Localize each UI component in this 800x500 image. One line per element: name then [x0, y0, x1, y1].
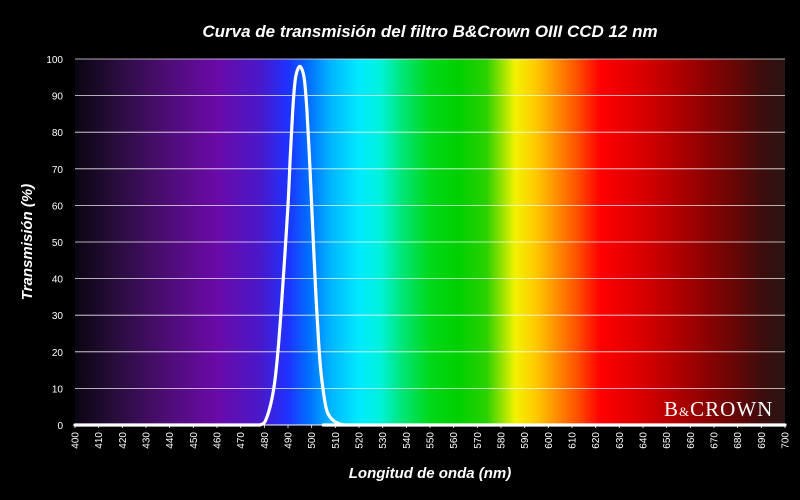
y-tick-10: 10 — [52, 384, 64, 395]
x-tick-570: 570 — [473, 432, 484, 449]
x-tick-530: 530 — [378, 432, 389, 449]
x-tick-550: 550 — [426, 432, 437, 449]
x-tick-440: 440 — [165, 432, 176, 449]
x-axis-label: Longitud de onda (nm) — [349, 465, 511, 482]
x-tick-480: 480 — [260, 432, 271, 449]
gridlines — [75, 58, 785, 389]
y-tick-20: 20 — [52, 348, 64, 359]
x-tick-500: 500 — [307, 432, 318, 449]
series-line-0 — [73, 64, 787, 427]
y-tick-100: 100 — [46, 55, 63, 66]
x-tick-510: 510 — [331, 432, 342, 449]
x-tick-450: 450 — [189, 432, 200, 449]
x-tick-540: 540 — [402, 432, 413, 449]
x-tick-430: 430 — [142, 432, 153, 449]
x-tick-490: 490 — [284, 432, 295, 449]
x-tick-460: 460 — [213, 432, 224, 449]
x-tick-690: 690 — [757, 432, 768, 449]
x-tick-labels: 400 410 420 430 440 450 460 470 480 490 500 510 520 5… — [71, 425, 792, 449]
x-tick-680: 680 — [733, 432, 744, 449]
x-tick-620: 620 — [591, 432, 602, 449]
x-tick-670: 670 — [710, 432, 721, 449]
logo-name: CROWN — [690, 397, 773, 421]
y-tick-90: 90 — [52, 92, 64, 103]
y-tick-40: 40 — [52, 275, 64, 286]
x-tick-580: 580 — [497, 432, 508, 449]
brand-logo: B&CROWN — [664, 397, 773, 421]
y-tick-60: 60 — [52, 201, 64, 212]
y-axis-label: Transmisión (%) — [19, 184, 36, 300]
x-tick-560: 560 — [449, 432, 460, 449]
y-tick-50: 50 — [52, 238, 64, 249]
x-tick-660: 660 — [686, 432, 697, 449]
logo-letter-b: B — [664, 397, 679, 421]
x-tick-410: 410 — [94, 432, 105, 449]
x-tick-600: 600 — [544, 432, 555, 449]
x-tick-650: 650 — [662, 432, 673, 449]
y-tick-70: 70 — [52, 165, 64, 176]
x-tick-520: 520 — [355, 432, 366, 449]
x-tick-470: 470 — [236, 432, 247, 449]
logo-ampersand: & — [679, 404, 690, 419]
x-tick-610: 610 — [568, 432, 579, 449]
y-tick-labels: 0 10 20 30 40 50 60 70 80 90 100 — [46, 55, 63, 432]
y-tick-30: 30 — [52, 311, 64, 322]
series-group — [73, 64, 787, 427]
x-tick-630: 630 — [615, 432, 626, 449]
x-tick-400: 400 — [71, 432, 82, 449]
y-tick-80: 80 — [52, 128, 64, 139]
x-tick-590: 590 — [520, 432, 531, 449]
x-tick-700: 700 — [781, 432, 792, 449]
svg-text:B&CROWN: B&CROWN — [664, 397, 773, 421]
x-tick-640: 640 — [639, 432, 650, 449]
chart-title: Curva de transmisión del filtro B&Crown … — [202, 22, 657, 41]
y-tick-0: 0 — [57, 421, 63, 432]
x-tick-420: 420 — [118, 432, 129, 449]
